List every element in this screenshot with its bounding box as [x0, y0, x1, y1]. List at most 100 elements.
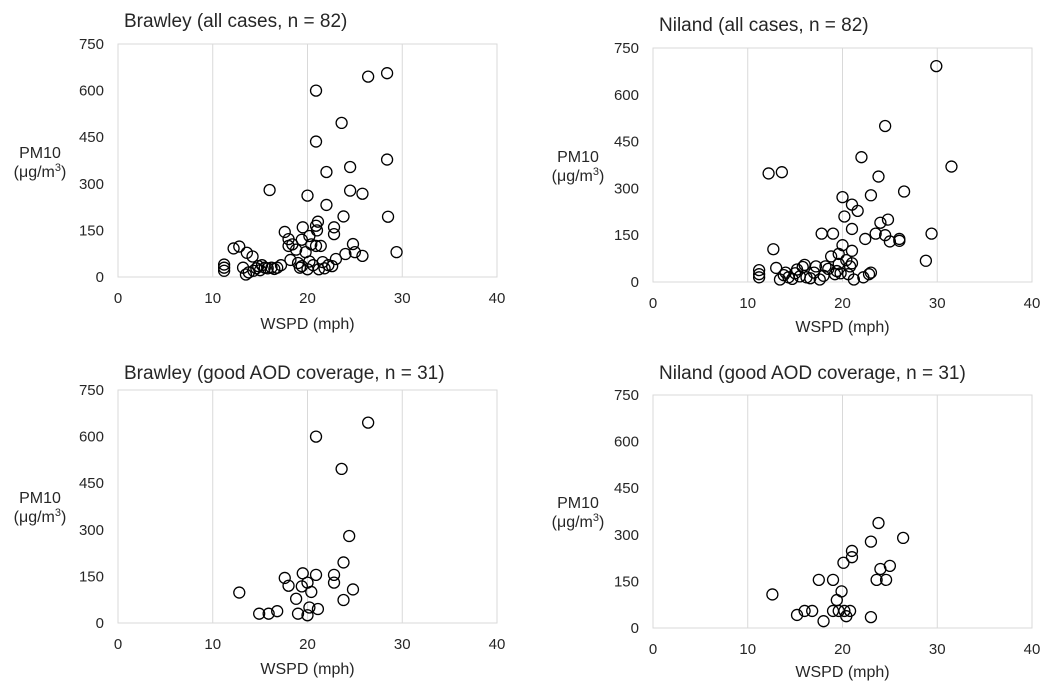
data-point	[293, 261, 307, 274]
x-tick-label: 0	[114, 636, 122, 653]
data-point	[845, 257, 859, 270]
y-tick-label: 150	[79, 568, 104, 585]
data-point	[845, 544, 859, 558]
x-tick-label: 40	[489, 636, 506, 653]
y-tick-label: 600	[79, 83, 104, 100]
y-tick-labels: 0 150 300 450 600 750	[614, 40, 639, 291]
y-tick-label: 450	[614, 480, 639, 497]
data-point	[925, 227, 938, 240]
x-tick-labels: 0 10 20 30 40	[649, 295, 1041, 312]
data-point	[838, 604, 851, 618]
y-tick-label: 150	[614, 573, 639, 590]
data-point	[233, 586, 246, 599]
y-axis-unit: (μg/m3)	[552, 512, 605, 531]
data-point	[809, 260, 823, 273]
x-tick-labels: 0 10 20 30 40	[649, 641, 1041, 658]
data-point	[381, 210, 395, 223]
data-point	[766, 588, 779, 601]
data-point	[881, 213, 895, 226]
data-point	[843, 604, 857, 618]
x-tick-label: 0	[649, 641, 657, 658]
data-point	[339, 247, 352, 261]
y-axis-unit: (μg/m3)	[14, 507, 67, 526]
data-point	[217, 261, 231, 274]
data-point	[864, 610, 878, 624]
data-point	[847, 273, 861, 286]
data-point	[278, 225, 291, 239]
chart-niland-all-cases: 0 150 300 450 600 750 0 10 20 30 40 Niland (all c…	[552, 15, 1041, 336]
data-point	[864, 266, 878, 279]
data-point	[227, 242, 240, 255]
data-point	[255, 259, 269, 272]
x-axis-label: WSPD (mph)	[260, 661, 354, 678]
data-point	[790, 608, 804, 622]
data-point	[329, 252, 343, 266]
x-tick-label: 30	[929, 641, 946, 658]
y-axis-label: PM10	[557, 149, 599, 166]
data-point	[869, 227, 882, 240]
data-point	[872, 516, 885, 530]
data-point	[310, 224, 324, 237]
x-tick-label: 10	[739, 295, 756, 312]
x-tick-label: 0	[649, 295, 657, 312]
data-point	[320, 165, 333, 179]
x-tick-label: 40	[1024, 641, 1041, 658]
data-point	[271, 261, 284, 274]
data-point	[806, 604, 819, 618]
data-point	[826, 573, 840, 586]
y-axis-label: PM10	[19, 490, 61, 507]
data-point	[337, 593, 350, 607]
y-tick-label: 750	[614, 40, 639, 57]
data-point	[826, 227, 840, 240]
chart-niland-good-aod: 0 150 300 450 600 750 0 10 20 30 40 Niland (good …	[552, 363, 1041, 681]
data-point	[247, 264, 260, 277]
gridlines	[747, 395, 938, 628]
data-points	[752, 59, 958, 286]
data-point	[843, 260, 857, 273]
x-tick-labels: 0 10 20 30 40	[114, 290, 506, 307]
data-point	[327, 576, 341, 589]
data-point	[289, 243, 303, 256]
data-point	[233, 240, 246, 253]
data-point	[878, 119, 892, 133]
data-point	[834, 267, 847, 280]
y-tick-label: 600	[614, 434, 639, 451]
x-axis-label: WSPD (mph)	[260, 316, 354, 333]
chart-brawley-all-cases: 0 150 300 450 600 750 0 10 20 30 40 Brawley (all …	[14, 11, 506, 333]
data-point	[337, 210, 350, 223]
data-point	[767, 243, 780, 256]
y-axis-label: PM10	[557, 495, 599, 512]
y-tick-label: 150	[614, 227, 639, 244]
data-point	[311, 215, 325, 228]
data-point	[327, 227, 341, 241]
data-points	[766, 516, 910, 628]
data-point	[798, 604, 811, 618]
data-point	[380, 67, 394, 80]
data-point	[303, 601, 316, 614]
y-tick-label: 0	[96, 269, 104, 286]
data-point	[878, 229, 892, 242]
data-point	[343, 184, 357, 197]
x-tick-label: 10	[204, 636, 221, 653]
data-point	[840, 254, 853, 267]
data-point	[930, 59, 943, 73]
data-point	[845, 551, 859, 564]
y-tick-label: 300	[79, 522, 104, 539]
y-tick-label: 300	[79, 176, 104, 193]
data-point	[318, 262, 331, 275]
data-point	[335, 116, 348, 130]
data-point	[343, 529, 356, 543]
data-point	[309, 135, 323, 148]
x-tick-label: 10	[204, 290, 221, 307]
data-point	[380, 153, 394, 166]
data-point	[327, 221, 341, 234]
data-point	[278, 571, 291, 585]
data-points	[233, 416, 375, 622]
y-tick-label: 750	[79, 382, 104, 399]
y-axis-unit: (μg/m3)	[552, 166, 605, 185]
data-point	[945, 160, 958, 173]
x-tick-label: 20	[299, 636, 316, 653]
y-tick-labels: 0 150 300 450 600 750	[614, 387, 639, 637]
data-point	[253, 607, 266, 620]
